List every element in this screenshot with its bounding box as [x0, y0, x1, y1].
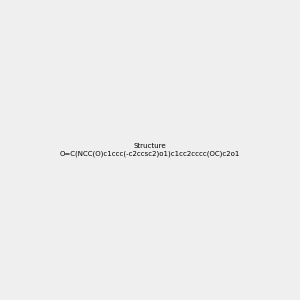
Text: Structure
O=C(NCC(O)c1ccc(-c2ccsc2)o1)c1cc2cccc(OC)c2o1: Structure O=C(NCC(O)c1ccc(-c2ccsc2)o1)c1…: [60, 143, 240, 157]
